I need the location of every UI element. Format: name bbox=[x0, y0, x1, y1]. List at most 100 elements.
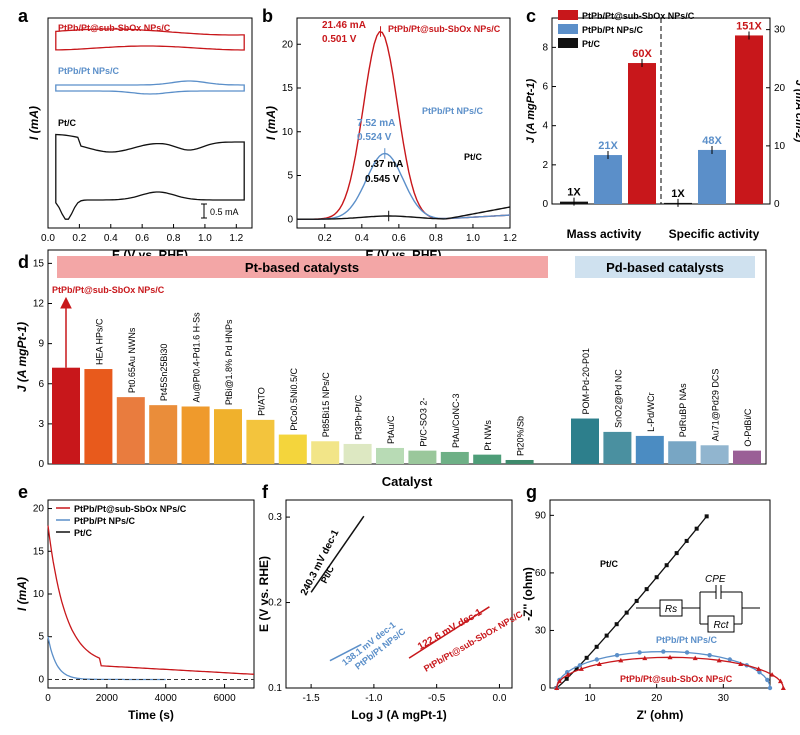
y-tick-label-d: 3 bbox=[38, 419, 44, 430]
y-tick-label-b: 5 bbox=[287, 171, 293, 182]
y-tick-label-d: 12 bbox=[33, 299, 45, 310]
bar-value-label-c: 1X bbox=[671, 188, 685, 200]
bar-d-18 bbox=[668, 441, 697, 464]
panel-letter-a: a bbox=[18, 6, 29, 26]
annotation-b-peak-i: 21.46 mA bbox=[322, 20, 366, 31]
marker-g-sbox bbox=[554, 685, 560, 690]
bar-label-d: Au71@Pd29 DCS bbox=[711, 369, 721, 442]
marker-g-sbox bbox=[618, 657, 624, 663]
marker-g-ptc bbox=[644, 587, 649, 592]
category-label-c: Specific activity bbox=[669, 227, 760, 241]
bar-d-17 bbox=[635, 435, 664, 464]
bar-label-d: O-PdBi/C bbox=[743, 408, 753, 447]
y-tick-label-g: 30 bbox=[535, 625, 547, 636]
y2-axis-label-c: J (mA cm-2) bbox=[793, 80, 800, 143]
bar-value-label-c: 151X bbox=[736, 20, 762, 32]
x-tick-label-b: 0.6 bbox=[392, 233, 406, 244]
group-band-pt bbox=[57, 256, 548, 278]
marker-g-ptc bbox=[634, 598, 639, 603]
panel-letter-g: g bbox=[526, 482, 537, 502]
y-tick-label-f: 0.1 bbox=[268, 683, 282, 694]
bar-c-1-0 bbox=[735, 35, 763, 204]
x-tick-label-e: 6000 bbox=[213, 693, 236, 704]
y-tick-label-c: 0 bbox=[542, 199, 548, 210]
panel-letter-f: f bbox=[262, 482, 269, 502]
series-line-f-1 bbox=[329, 643, 362, 662]
series-line-a-ptpb-sbox bbox=[55, 28, 245, 51]
bar-value-label-c: 60X bbox=[632, 48, 652, 60]
legend-label-a-ptpb: PtPb/Pt NPs/C bbox=[58, 66, 120, 76]
y-tick-label-c: 2 bbox=[542, 160, 548, 171]
marker-g-ptc bbox=[694, 526, 699, 531]
group-label-pd: Pd-based catalysts bbox=[606, 260, 724, 275]
marker-g-sbox bbox=[557, 678, 563, 684]
legend-label-a-ptc: Pt/C bbox=[58, 118, 77, 128]
x-tick-label-b: 0.8 bbox=[429, 233, 443, 244]
group-band-pd bbox=[575, 256, 755, 278]
marker-g-sbox bbox=[716, 657, 722, 663]
x-tick-label-a: 0.2 bbox=[72, 233, 86, 244]
bar-c-1-1 bbox=[698, 149, 726, 204]
circuit-label-cpe: CPE bbox=[705, 574, 726, 585]
marker-g-ptc bbox=[564, 676, 569, 681]
y-tick-label-b: 15 bbox=[282, 83, 294, 94]
bar-c-0-1 bbox=[594, 155, 622, 204]
marker-g-ptpb bbox=[684, 650, 690, 655]
y-axis-label-a: I (mA) bbox=[27, 106, 41, 140]
legend-label-b-ptpb: PtPb/Pt NPs/C bbox=[422, 106, 484, 116]
marker-g-sbox bbox=[692, 655, 698, 661]
bar-d-2 bbox=[116, 397, 145, 464]
bar-d-13 bbox=[473, 454, 502, 464]
marker-g-sbox bbox=[769, 672, 775, 677]
x-tick-label-b: 1.0 bbox=[466, 233, 480, 244]
bar-label-d: L-Pd/WCr bbox=[646, 392, 656, 432]
y2-tick-label-c: 30 bbox=[774, 25, 786, 36]
y-tick-label-g: 0 bbox=[540, 683, 546, 694]
x-tick-label-g: 20 bbox=[651, 693, 663, 704]
x-tick-label-e: 4000 bbox=[155, 693, 178, 704]
bar-label-d: SnO2@Pd NC bbox=[613, 369, 623, 428]
plot-frame-a bbox=[47, 17, 253, 229]
y-tick-label-d: 0 bbox=[38, 459, 44, 470]
y-tick-label-e: 15 bbox=[33, 546, 45, 557]
y2-tick-label-c: 0 bbox=[774, 199, 780, 210]
legend-label-c: PtPb/Pt NPs/C bbox=[582, 25, 644, 35]
marker-g-sbox bbox=[756, 666, 762, 671]
annotation-b-peak-e: 0.545 V bbox=[365, 174, 400, 185]
legend-label-e: PtPb/Pt NPs/C bbox=[74, 516, 136, 526]
group-label-pt: Pt-based catalysts bbox=[245, 260, 359, 275]
y-tick-label-c: 6 bbox=[542, 82, 548, 93]
panel-letter-e: e bbox=[18, 482, 28, 502]
bar-d-6 bbox=[246, 419, 275, 464]
series-line-e-ptpb bbox=[47, 636, 166, 681]
bar-d-8 bbox=[311, 441, 340, 464]
marker-g-ptc bbox=[574, 666, 579, 671]
annotation-b-peak-e: 0.524 V bbox=[357, 132, 392, 143]
series-line-a-ptpb bbox=[55, 80, 245, 95]
x-tick-label-g: 10 bbox=[584, 693, 596, 704]
plot-frame-d bbox=[47, 249, 767, 465]
bar-label-d: PtCo0.5Ni0.5/C bbox=[289, 368, 299, 431]
series-line-b-ptpb-sbox bbox=[297, 31, 511, 220]
bar-label-d: Pt0.65Au NWNs bbox=[127, 327, 137, 393]
y-tick-label-b: 10 bbox=[282, 127, 294, 138]
series-line-f-0 bbox=[310, 515, 365, 593]
bar-label-d: PtBi@1.8% Pd HNPs bbox=[224, 319, 234, 405]
series-label-g-ptpb: PtPb/Pt NPs/C bbox=[656, 635, 718, 645]
bar-label-d: PtAu/C bbox=[386, 415, 396, 444]
series-line-b-ptpb bbox=[297, 152, 511, 220]
bar-d-12 bbox=[440, 451, 469, 464]
annotation-b-peak-i: 0.37 mA bbox=[365, 159, 403, 170]
y-tick-label-g: 60 bbox=[535, 568, 547, 579]
series-line-b-ptc bbox=[297, 206, 511, 220]
series-line-a-ptc bbox=[55, 133, 245, 220]
marker-g-ptpb bbox=[727, 657, 733, 662]
marker-g-sbox bbox=[565, 672, 571, 677]
marker-g-sbox bbox=[777, 678, 783, 684]
marker-g-sbox bbox=[578, 666, 584, 671]
category-label-c: Mass activity bbox=[567, 227, 642, 241]
bar-value-label-c: 21X bbox=[598, 140, 618, 152]
y-tick-label-g: 90 bbox=[535, 510, 547, 521]
bar-label-d: PdRuBP NAs bbox=[678, 383, 688, 437]
